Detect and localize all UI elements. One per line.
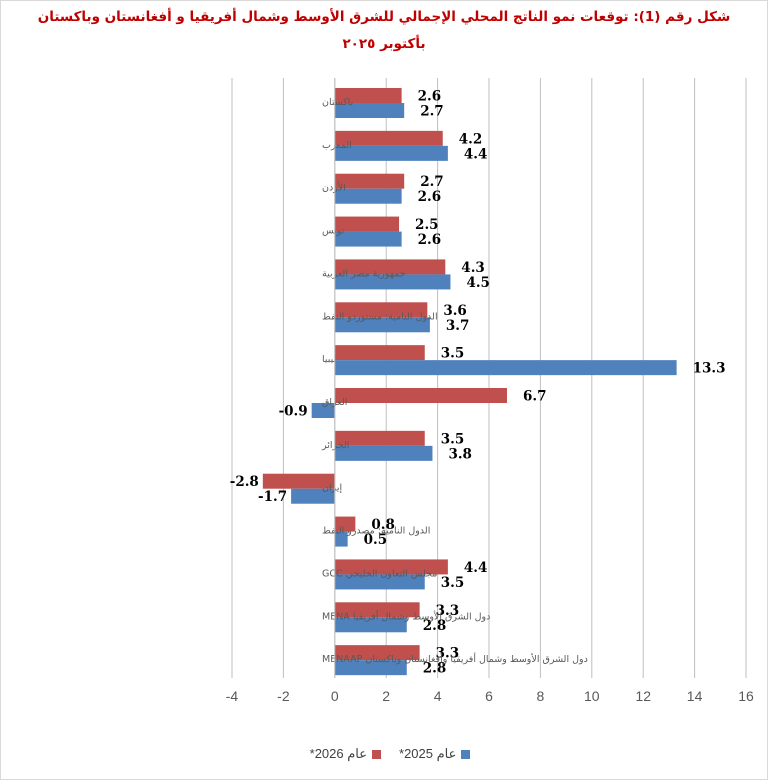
category-label-11: مجلس التعاون الخليجي GCC	[322, 568, 437, 579]
legend-item-2025: عام 2025*	[399, 746, 471, 762]
bar-2025-8	[334, 445, 433, 461]
value-label-2025-1: 4.4	[464, 146, 488, 162]
x-tick-label-9: 14	[687, 688, 703, 704]
bar-2025-7	[311, 403, 335, 418]
x-tick-label-4: 4	[434, 688, 442, 704]
value-label-2025-3: 2.6	[418, 232, 442, 248]
value-label-2026-2: 2.7	[420, 174, 444, 190]
value-label-2026-3: 2.5	[415, 217, 439, 233]
legend-swatch-2026	[372, 749, 381, 759]
value-label-2025-2: 2.6	[418, 189, 442, 205]
x-tick-label-1: -2	[277, 688, 290, 704]
bar-2026-8	[334, 430, 425, 446]
bar-2025-10	[334, 531, 348, 547]
bar-2026-12	[334, 602, 420, 618]
category-label-12: دول الشرق الأوسط وشمال أفريقيا MENA	[322, 609, 490, 622]
bar-2026-1	[334, 130, 443, 146]
category-label-6: ليبيا	[322, 354, 336, 365]
x-tick-label-8: 12	[635, 688, 651, 704]
x-tick-label-2: 0	[331, 688, 339, 704]
value-label-2026-0: 2.6	[418, 89, 442, 105]
x-tick-label-6: 8	[537, 688, 545, 704]
bar-2026-9	[262, 473, 335, 489]
value-label-2025-5: 3.7	[446, 318, 470, 334]
value-label-2025-12: 2.8	[423, 618, 447, 634]
value-label-2026-7: 6.7	[523, 389, 547, 405]
value-label-2025-8: 3.8	[448, 446, 472, 462]
bar-2026-4	[334, 259, 446, 275]
category-label-0: باكستان	[322, 97, 353, 108]
x-tick-label-5: 6	[485, 688, 493, 704]
bar-2025-4	[334, 274, 451, 290]
legend-swatch-2025	[461, 749, 471, 759]
value-label-2025-11: 3.5	[441, 575, 465, 591]
bar-2026-10	[334, 516, 356, 532]
category-label-4: جمهورية مصر العربية	[322, 268, 406, 279]
bar-2025-6	[334, 360, 677, 376]
legend-label-2026: عام 2026*	[309, 746, 367, 761]
bar-2026-11	[334, 559, 448, 575]
category-label-10: الدول النامية: مصدرو النفط	[322, 526, 430, 537]
value-label-2025-9: -1.7	[258, 489, 287, 505]
x-tick-label-0: -4	[226, 688, 239, 704]
value-label-2026-4: 4.3	[461, 260, 485, 276]
value-label-2026-13: 3.3	[436, 646, 460, 662]
bar-2025-9	[291, 488, 335, 504]
x-tick-label-7: 10	[584, 688, 600, 704]
x-tick-label-10: 16	[738, 688, 754, 704]
bar-2025-5	[334, 317, 430, 333]
legend-item-2026: عام 2026*	[310, 746, 381, 762]
bar-2025-11	[334, 574, 425, 590]
bar-2025-3	[334, 231, 402, 247]
bar-2026-0	[334, 88, 402, 103]
category-label-1: المغرب	[322, 140, 352, 151]
value-label-2025-0: 2.7	[420, 104, 444, 120]
bar-2025-1	[334, 145, 448, 161]
bar-2026-2	[334, 173, 405, 189]
bar-2025-0	[334, 103, 405, 118]
category-label-9: إيران	[322, 483, 343, 494]
value-label-2026-12: 3.3	[436, 603, 460, 619]
bar-2025-2	[334, 188, 402, 204]
value-label-2026-9: -2.8	[230, 474, 259, 490]
chart-legend: عام 2025* عام 2026*	[290, 744, 490, 764]
value-label-2025-7: -0.9	[279, 404, 308, 420]
value-label-2026-1: 4.2	[459, 131, 483, 147]
value-label-2026-8: 3.5	[441, 431, 465, 447]
bar-2025-12	[334, 617, 407, 633]
bar-2025-13	[334, 660, 407, 676]
category-label-2: الأردن	[322, 182, 346, 194]
bar-2026-7	[334, 388, 507, 403]
value-label-2025-10: 0.5	[364, 532, 388, 548]
value-label-2025-13: 2.8	[423, 661, 447, 677]
value-label-2026-10: 0.8	[371, 517, 395, 533]
bar-2026-13	[334, 645, 420, 661]
value-label-2025-4: 4.5	[466, 275, 490, 291]
legend-label-2025: عام 2025*	[399, 746, 457, 761]
chart-title: شكل رقم (1): توقعات نمو الناتج المحلي ال…	[37, 9, 731, 52]
value-label-2026-11: 4.4	[464, 560, 488, 576]
x-tick-label-3: 2	[382, 688, 390, 704]
category-label-3: تونس	[322, 226, 345, 237]
bar-2026-3	[334, 216, 400, 232]
category-label-5: الدول النامية: مستوردو النفط	[322, 311, 438, 322]
category-label-13: دول الشرق الأوسط وشمال أفريقيا وأفغانستا…	[322, 652, 588, 665]
value-label-2025-6: 13.3	[693, 361, 726, 377]
bar-2026-5	[334, 302, 428, 318]
value-label-2026-6: 3.5	[441, 346, 465, 362]
value-label-2026-5: 3.6	[443, 303, 467, 319]
bar-2026-6	[334, 345, 425, 361]
